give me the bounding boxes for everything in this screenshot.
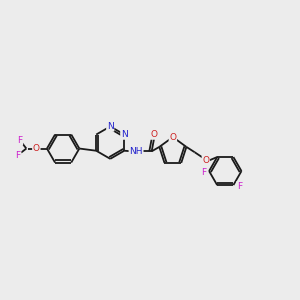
Text: O: O (33, 144, 40, 153)
Text: NH: NH (129, 147, 143, 156)
Text: F: F (201, 168, 206, 177)
Text: N: N (107, 122, 114, 131)
Text: N: N (121, 130, 128, 139)
Text: O: O (169, 133, 176, 142)
Text: F: F (16, 151, 21, 160)
Text: O: O (151, 130, 158, 139)
Text: F: F (237, 182, 242, 191)
Text: O: O (202, 156, 209, 165)
Text: F: F (17, 136, 22, 145)
